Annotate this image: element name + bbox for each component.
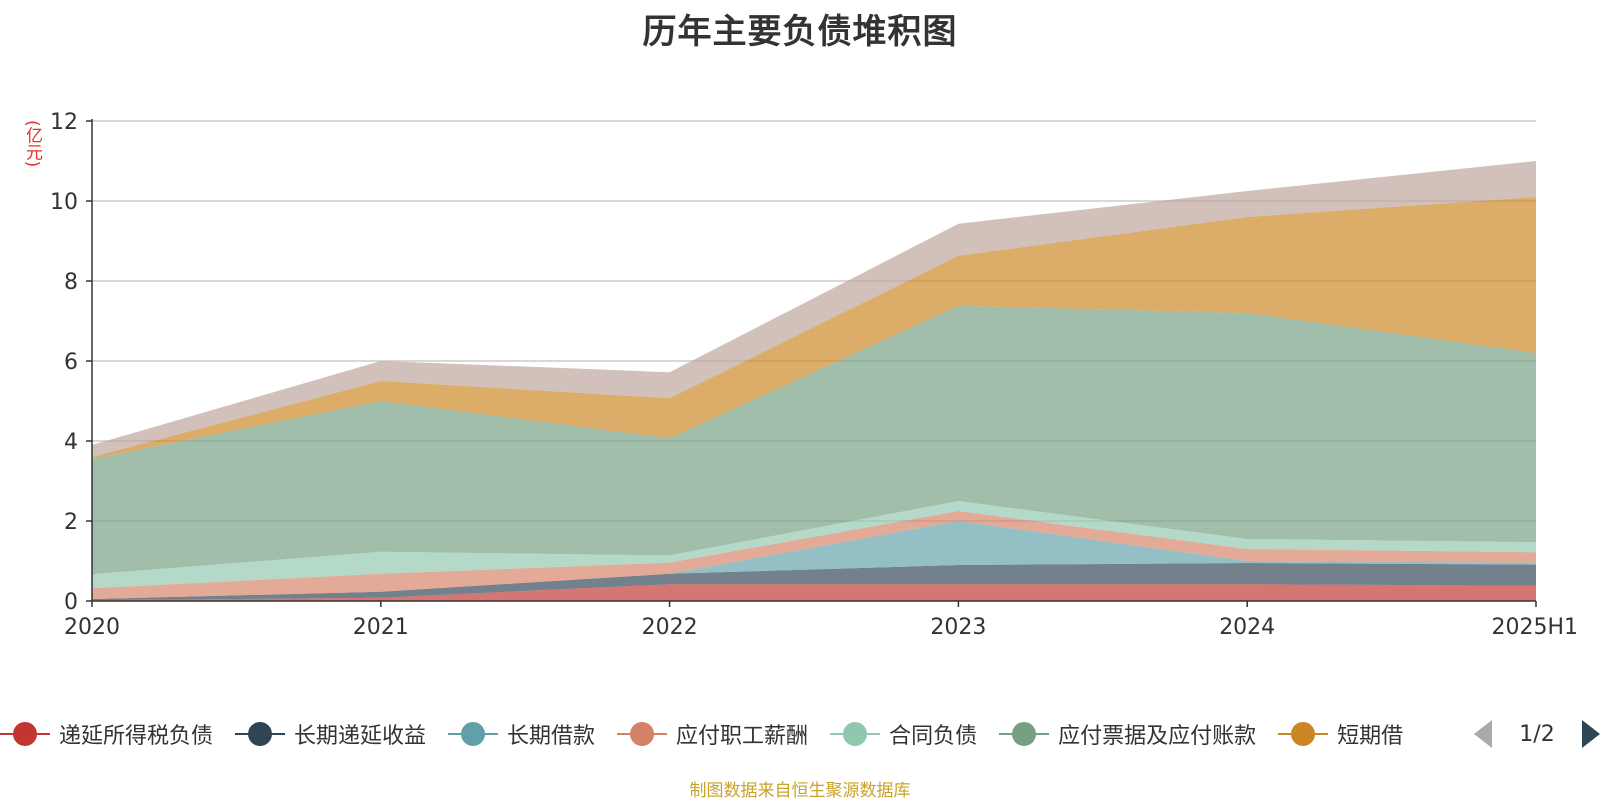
legend-item[interactable]: 短期借 xyxy=(1278,718,1403,750)
legend-item[interactable]: 长期递延收益 xyxy=(235,718,426,750)
legend-item[interactable]: 合同负债 xyxy=(830,718,977,750)
legend-marker-icon xyxy=(235,722,286,746)
pager-prev-icon[interactable] xyxy=(1474,720,1492,748)
legend-label: 应付职工薪酬 xyxy=(676,724,809,749)
legend-label: 合同负债 xyxy=(889,724,978,749)
x-tick-label: 2020 xyxy=(64,615,120,640)
legend-marker-icon xyxy=(999,722,1050,746)
legend-marker-icon xyxy=(1278,722,1329,746)
axes: 0 2 4 6 8 10 12 2020 2021 2022 2023 2024 2025H1 xyxy=(50,110,1578,640)
area-series-6 xyxy=(92,197,1536,459)
y-axis-unit: (亿元) xyxy=(22,120,42,168)
stacked-area-chart: 0 2 4 6 8 10 12 2020 2021 2022 2023 2024 2025H1 xyxy=(50,110,1578,640)
area-series-2 xyxy=(92,521,1536,599)
area-series xyxy=(92,161,1536,601)
legend: 递延所得税负债 长期递延收益 长期借款 应付职工薪酬 合同负债 应付票据及应付账款 短期借 xyxy=(0,714,1600,754)
chart-title: 历年主要负债堆积图 xyxy=(642,12,958,52)
legend-label: 长期借款 xyxy=(507,724,596,749)
legend-item[interactable]: 应付票据及应付账款 xyxy=(999,718,1256,750)
area-series-1 xyxy=(92,563,1536,601)
y-tick-label: 0 xyxy=(64,590,78,615)
legend-label: 长期递延收益 xyxy=(294,724,427,749)
y-tick-label: 6 xyxy=(64,350,78,375)
legend-item[interactable]: 递延所得税负债 xyxy=(0,718,213,750)
x-tick-label: 2022 xyxy=(642,615,698,640)
legend-item[interactable]: 应付职工薪酬 xyxy=(617,718,808,750)
area-series-5 xyxy=(92,305,1536,575)
y-tick-label: 12 xyxy=(50,110,78,135)
x-tick-label: 2023 xyxy=(930,615,986,640)
legend-marker-icon xyxy=(0,722,50,746)
legend-marker-icon xyxy=(830,722,881,746)
pager-next-icon[interactable] xyxy=(1582,720,1600,748)
y-tick-label: 4 xyxy=(64,430,78,455)
area-series-4 xyxy=(92,501,1536,589)
legend-label: 递延所得税负债 xyxy=(59,724,214,749)
source-note: 制图数据来自恒生聚源数据库 xyxy=(689,781,911,801)
legend-marker-icon xyxy=(617,722,668,746)
x-tick-label: 2021 xyxy=(353,615,409,640)
pager-text: 1/2 xyxy=(1519,721,1555,747)
y-tick-label: 10 xyxy=(50,190,78,215)
legend-label: 短期借 xyxy=(1337,724,1404,749)
area-series-0 xyxy=(92,584,1536,601)
legend-marker-icon xyxy=(448,722,499,746)
area-series-7 xyxy=(92,161,1536,457)
x-tick-label: 2025H1 xyxy=(1491,615,1578,640)
area-series-3 xyxy=(92,511,1536,599)
legend-item[interactable]: 长期借款 xyxy=(448,718,595,750)
legend-label: 应付票据及应付账款 xyxy=(1058,724,1257,749)
x-tick-label: 2024 xyxy=(1219,615,1275,640)
y-tick-label: 2 xyxy=(64,510,78,535)
legend-pager: 1/2 xyxy=(1468,714,1600,754)
y-tick-label: 8 xyxy=(64,270,78,295)
